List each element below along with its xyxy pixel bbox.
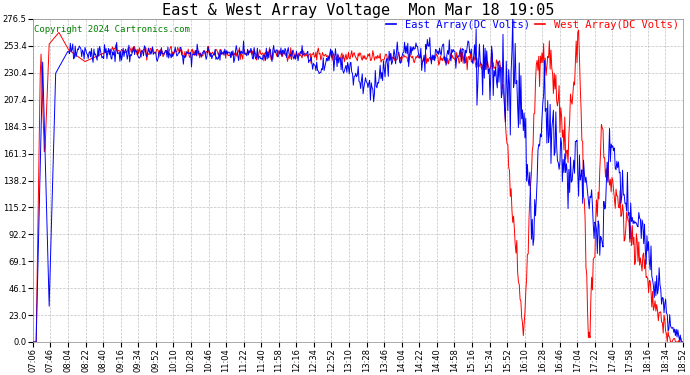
Legend: East Array(DC Volts), West Array(DC Volts): East Array(DC Volts), West Array(DC Volt… (382, 16, 682, 34)
Title: East & West Array Voltage  Mon Mar 18 19:05: East & West Array Voltage Mon Mar 18 19:… (161, 3, 554, 18)
Text: Copyright 2024 Cartronics.com: Copyright 2024 Cartronics.com (34, 26, 190, 34)
